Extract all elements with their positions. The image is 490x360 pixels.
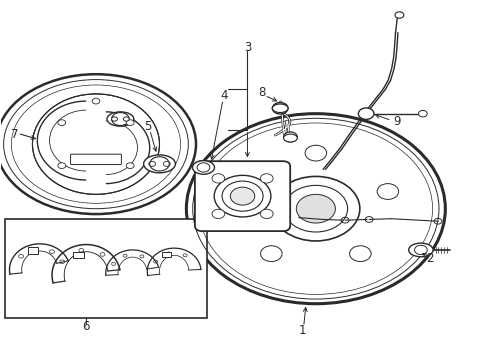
Text: 7: 7 bbox=[11, 127, 18, 141]
Circle shape bbox=[260, 209, 273, 219]
Circle shape bbox=[112, 113, 129, 126]
Circle shape bbox=[358, 108, 374, 120]
Circle shape bbox=[212, 174, 225, 183]
Text: 6: 6 bbox=[82, 320, 90, 333]
Circle shape bbox=[126, 120, 134, 126]
FancyBboxPatch shape bbox=[71, 154, 122, 165]
Bar bbox=[162, 252, 171, 257]
Bar bbox=[4, 220, 207, 318]
Circle shape bbox=[222, 181, 263, 211]
Ellipse shape bbox=[193, 161, 215, 174]
Circle shape bbox=[230, 187, 255, 205]
Circle shape bbox=[58, 163, 66, 168]
Circle shape bbox=[418, 111, 427, 117]
Circle shape bbox=[284, 132, 297, 142]
Bar bbox=[73, 252, 84, 258]
Text: 1: 1 bbox=[298, 324, 306, 337]
Circle shape bbox=[186, 114, 445, 304]
Text: 9: 9 bbox=[393, 116, 401, 129]
Ellipse shape bbox=[107, 112, 134, 126]
Circle shape bbox=[126, 163, 134, 168]
Ellipse shape bbox=[409, 243, 433, 257]
Circle shape bbox=[349, 246, 371, 262]
Text: 8: 8 bbox=[258, 86, 266, 99]
Bar bbox=[27, 247, 38, 253]
Ellipse shape bbox=[32, 94, 159, 194]
Circle shape bbox=[260, 174, 273, 183]
Circle shape bbox=[296, 194, 335, 223]
Circle shape bbox=[272, 176, 360, 241]
Circle shape bbox=[92, 98, 100, 104]
Circle shape bbox=[272, 103, 288, 114]
Circle shape bbox=[377, 184, 399, 199]
Ellipse shape bbox=[272, 104, 288, 113]
Text: 4: 4 bbox=[220, 89, 228, 102]
Circle shape bbox=[233, 184, 255, 199]
Ellipse shape bbox=[284, 134, 297, 142]
FancyBboxPatch shape bbox=[195, 161, 290, 231]
Text: 3: 3 bbox=[244, 41, 251, 54]
Ellipse shape bbox=[144, 155, 175, 173]
Circle shape bbox=[261, 246, 282, 262]
Circle shape bbox=[305, 145, 327, 161]
Circle shape bbox=[58, 120, 66, 126]
Circle shape bbox=[150, 157, 169, 171]
Circle shape bbox=[112, 117, 118, 121]
Circle shape bbox=[212, 209, 225, 219]
Circle shape bbox=[123, 117, 129, 121]
Text: 5: 5 bbox=[145, 120, 152, 133]
Circle shape bbox=[395, 12, 404, 18]
Text: 2: 2 bbox=[426, 252, 434, 265]
Circle shape bbox=[214, 175, 271, 217]
